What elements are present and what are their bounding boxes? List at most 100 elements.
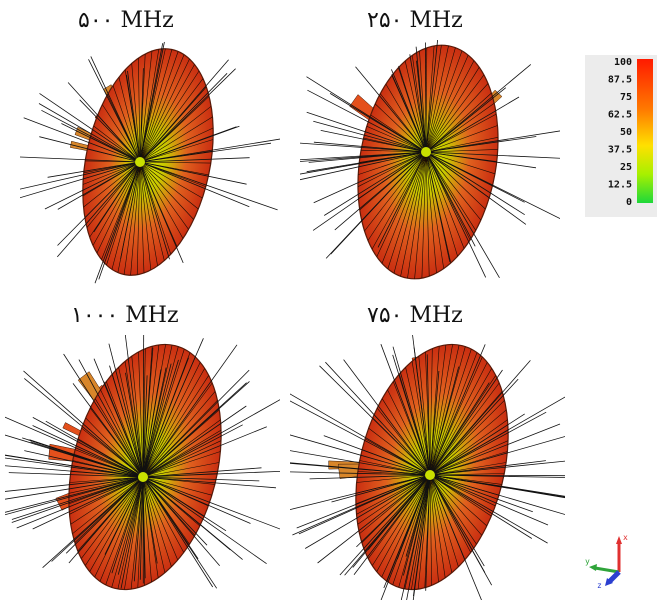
- spike-line: [142, 476, 208, 546]
- spike-line: [51, 476, 144, 562]
- spike-line: [94, 161, 141, 284]
- spike-line: [5, 457, 144, 478]
- mesh-line: [139, 106, 212, 163]
- mesh-line: [374, 103, 427, 153]
- mesh-line: [142, 368, 205, 478]
- spike-line: [429, 411, 547, 476]
- mesh-line: [429, 349, 472, 476]
- pattern-plot-250mhz: [300, 40, 560, 280]
- spike-line: [72, 383, 144, 478]
- mesh-line: [411, 474, 431, 590]
- spike-line: [142, 476, 260, 482]
- mesh-line: [96, 161, 141, 254]
- spike-line: [142, 476, 214, 588]
- spike-line: [425, 130, 560, 153]
- mesh-line: [425, 151, 465, 249]
- mesh-line: [429, 440, 509, 476]
- mesh-line: [139, 58, 190, 163]
- spike-line: [32, 476, 144, 530]
- spike-line: [139, 161, 247, 185]
- spike-line: [334, 151, 427, 231]
- mesh-line: [131, 356, 144, 478]
- mesh-line: [429, 462, 507, 476]
- spike-line: [5, 476, 144, 492]
- spike-line: [429, 474, 533, 513]
- spike-line: [111, 476, 144, 574]
- mesh-line: [360, 149, 427, 153]
- spike-line: [139, 161, 278, 211]
- spike-line: [300, 142, 427, 153]
- mesh-line: [139, 50, 153, 163]
- mesh-line: [118, 367, 144, 478]
- y-axis-arrow: [594, 566, 620, 574]
- mesh-line: [142, 419, 221, 478]
- mesh-line: [142, 476, 152, 583]
- mesh-line: [138, 58, 141, 163]
- mesh-line: [429, 362, 488, 476]
- spike-lines: [20, 41, 280, 284]
- spike-line: [313, 151, 427, 204]
- mesh-line: [356, 474, 431, 515]
- spike-line: [329, 93, 427, 153]
- mesh-line: [85, 476, 144, 566]
- mesh-line: [425, 151, 444, 269]
- spike-line: [142, 476, 221, 566]
- spike-line: [429, 413, 525, 476]
- mesh-line: [385, 83, 427, 153]
- mesh-line: [82, 161, 141, 185]
- spike-line: [139, 161, 250, 208]
- spike-line: [429, 460, 565, 476]
- spike-line: [429, 474, 548, 544]
- x-axis-arrow: [607, 570, 621, 584]
- mesh-line: [139, 49, 160, 163]
- spike-line: [5, 476, 144, 516]
- spike-line: [400, 474, 431, 600]
- spike-line: [20, 156, 141, 163]
- mesh-line: [425, 45, 442, 153]
- spike-line: [320, 130, 427, 153]
- spike-line: [5, 454, 144, 478]
- spike-line: [90, 56, 141, 163]
- spike-line: [300, 151, 427, 181]
- spike-line: [292, 474, 431, 536]
- legend-tick-label: 75: [620, 92, 632, 103]
- spike-line: [306, 151, 427, 173]
- mesh-line: [376, 474, 431, 572]
- pattern-plot-1000mhz: [5, 335, 280, 591]
- spike-line: [429, 369, 503, 476]
- spike-line: [5, 476, 144, 513]
- mesh-line: [425, 92, 492, 153]
- spike-line: [124, 335, 144, 478]
- spike-line: [319, 365, 431, 476]
- mesh-line: [117, 476, 144, 589]
- spike-line: [343, 359, 431, 476]
- mesh-line: [92, 161, 141, 246]
- spike-line: [425, 40, 439, 153]
- mesh-line: [142, 346, 179, 478]
- spike-line: [45, 420, 144, 478]
- mesh-line: [381, 151, 427, 264]
- spike-line: [57, 161, 141, 246]
- spike-line: [32, 425, 144, 478]
- mesh-line: [142, 476, 212, 496]
- spike-line: [425, 87, 507, 153]
- spike-line: [5, 465, 144, 478]
- spike-line: [5, 416, 144, 478]
- spike-line: [142, 367, 167, 478]
- mesh-line: [142, 349, 185, 478]
- mesh-line: [429, 419, 508, 476]
- label-1000mhz: ۱۰۰۰ MHz: [71, 303, 179, 328]
- spike-line: [380, 344, 431, 476]
- mesh-line: [139, 161, 189, 230]
- mesh-line: [142, 476, 178, 561]
- mesh-line: [139, 161, 158, 266]
- spike-line: [5, 434, 144, 478]
- spike-line: [28, 439, 144, 478]
- spike-line: [139, 138, 280, 163]
- mesh-line: [100, 389, 144, 478]
- mesh-line: [429, 348, 433, 476]
- spike-line: [429, 474, 565, 498]
- mesh-line: [138, 351, 144, 478]
- spike-line: [142, 470, 280, 478]
- mesh-line: [139, 139, 214, 163]
